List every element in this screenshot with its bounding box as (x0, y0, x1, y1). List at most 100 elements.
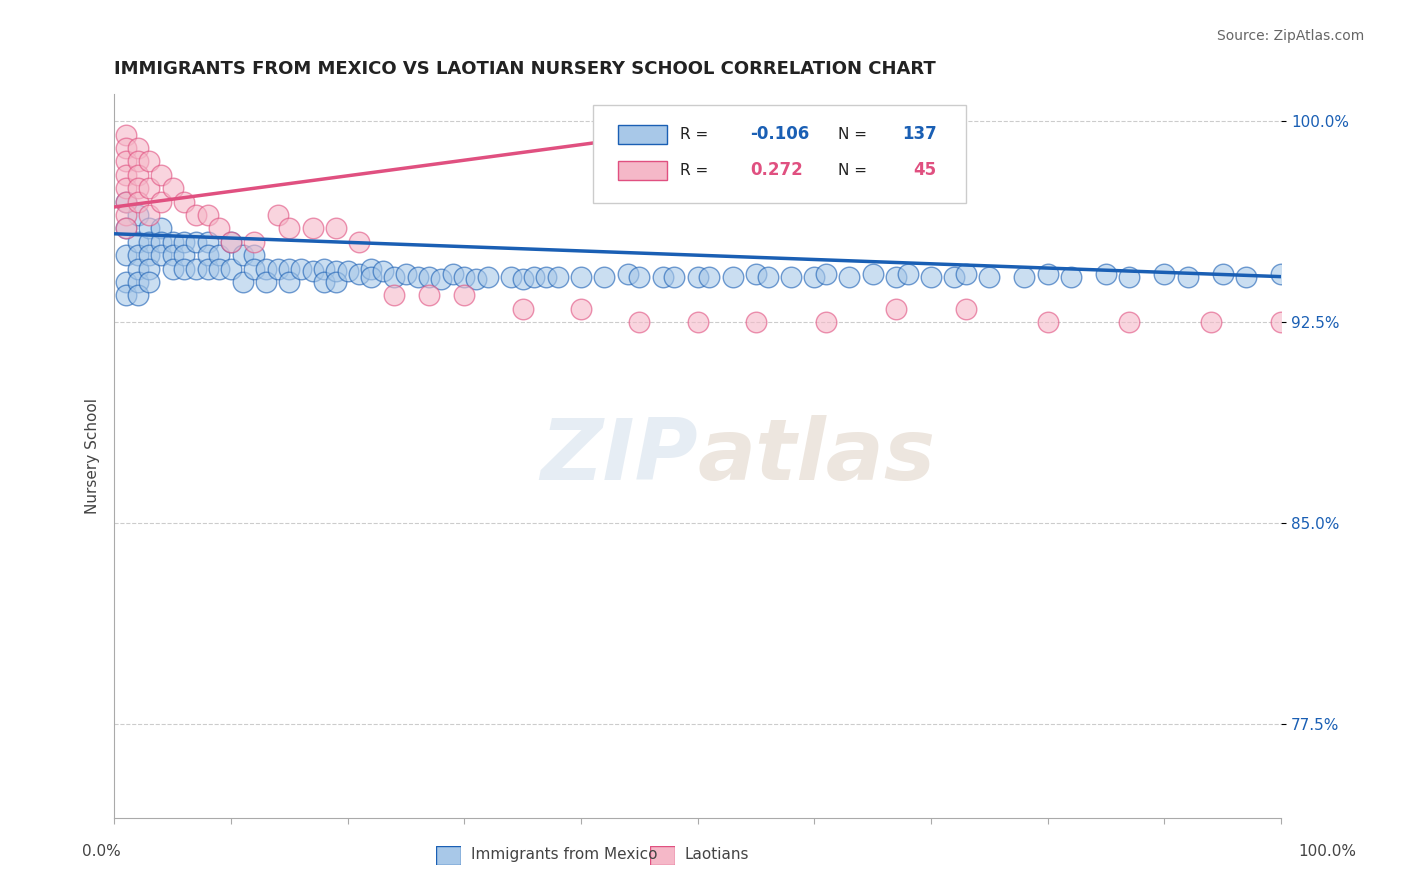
Point (254, 261, 277, 276)
Point (1270, 315, 1292, 329)
Point (197, 208, 219, 222)
Point (254, 275, 277, 289)
Point (325, 221, 347, 235)
Point (162, 235, 184, 249)
Point (115, 194, 138, 209)
Point (232, 275, 254, 289)
Point (1060, 269, 1083, 284)
Point (115, 141, 138, 155)
Point (745, 315, 768, 329)
Text: atlas: atlas (697, 415, 936, 498)
Point (814, 267, 837, 281)
FancyBboxPatch shape (619, 125, 668, 144)
Point (173, 261, 195, 276)
Point (127, 194, 149, 209)
Point (301, 221, 323, 235)
Point (173, 194, 195, 209)
Point (127, 168, 149, 182)
Point (884, 269, 907, 284)
Point (149, 248, 172, 262)
Point (115, 128, 138, 142)
Point (127, 235, 149, 249)
Point (628, 269, 651, 284)
Point (349, 267, 371, 281)
Point (477, 269, 499, 284)
Point (955, 301, 977, 316)
Point (149, 168, 172, 182)
Text: 137: 137 (901, 125, 936, 144)
Point (686, 315, 709, 329)
Point (534, 269, 557, 284)
Text: Immigrants from Mexico: Immigrants from Mexico (471, 847, 658, 862)
Point (208, 248, 231, 262)
Point (127, 181, 149, 195)
Point (208, 261, 231, 276)
Point (943, 269, 966, 284)
Point (336, 264, 359, 278)
Point (430, 272, 453, 286)
Point (173, 235, 195, 249)
Point (115, 275, 138, 289)
Point (697, 269, 720, 284)
Point (138, 221, 160, 235)
Point (278, 261, 301, 276)
Point (1199, 315, 1222, 329)
Point (115, 168, 138, 182)
Point (127, 208, 149, 222)
Point (360, 261, 382, 276)
Point (1270, 267, 1292, 281)
Point (162, 248, 184, 262)
Point (138, 208, 160, 222)
Point (127, 141, 149, 155)
Point (138, 261, 160, 276)
Point (325, 264, 347, 278)
Point (115, 194, 138, 209)
Point (162, 261, 184, 276)
Point (219, 261, 242, 276)
Point (569, 269, 592, 284)
Point (138, 275, 160, 289)
Point (127, 261, 149, 276)
Point (979, 269, 1001, 284)
Point (149, 235, 172, 249)
Point (453, 288, 475, 302)
Point (149, 221, 172, 235)
Point (955, 267, 977, 281)
Point (721, 269, 744, 284)
Point (266, 261, 288, 276)
Point (1212, 267, 1234, 281)
Point (127, 275, 149, 289)
Point (138, 154, 160, 169)
Point (453, 269, 475, 284)
Point (418, 269, 440, 284)
Point (162, 181, 184, 195)
Point (547, 269, 569, 284)
Point (499, 269, 522, 284)
Point (1118, 269, 1140, 284)
Point (138, 181, 160, 195)
Text: -0.106: -0.106 (751, 125, 810, 144)
Point (418, 288, 440, 302)
Point (745, 267, 768, 281)
Point (664, 269, 686, 284)
Point (838, 269, 860, 284)
Point (243, 261, 266, 276)
Point (325, 275, 347, 289)
Point (406, 269, 429, 284)
Point (1095, 267, 1118, 281)
Point (441, 267, 464, 281)
Point (149, 194, 172, 209)
Point (184, 208, 207, 222)
Point (197, 248, 219, 262)
Point (127, 288, 149, 302)
Text: IMMIGRANTS FROM MEXICO VS LAOTIAN NURSERY SCHOOL CORRELATION CHART: IMMIGRANTS FROM MEXICO VS LAOTIAN NURSER… (114, 60, 936, 78)
Text: N =: N = (838, 127, 872, 142)
Point (1014, 269, 1036, 284)
Point (1177, 269, 1199, 284)
Point (278, 275, 301, 289)
Point (197, 261, 219, 276)
Point (301, 264, 323, 278)
Point (290, 261, 312, 276)
Point (1153, 267, 1175, 281)
Text: R =: R = (681, 163, 713, 178)
